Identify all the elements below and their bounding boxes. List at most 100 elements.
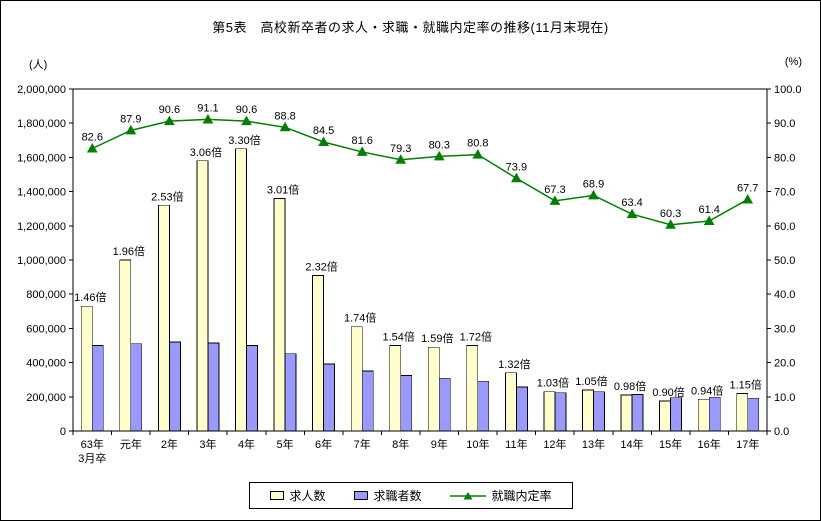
naitei-marker-icon bbox=[125, 124, 137, 135]
bar-kyushoku bbox=[91, 345, 104, 432]
bar-kyujin bbox=[736, 393, 749, 432]
bar-kyujin bbox=[350, 326, 363, 432]
category-label: 6年 bbox=[315, 437, 332, 451]
ratio-label: 1.32倍 bbox=[498, 357, 530, 371]
bar-kyujin bbox=[80, 305, 93, 432]
rate-label: 61.4 bbox=[698, 204, 719, 216]
naitei-marker-icon bbox=[511, 172, 522, 183]
rate-label: 88.8 bbox=[274, 110, 295, 122]
naitei-marker-icon bbox=[742, 193, 754, 204]
right-axis-tick-label: 10.0 bbox=[774, 392, 795, 404]
category-label: 5年 bbox=[276, 437, 293, 451]
right-axis-tick-label: 30.0 bbox=[774, 323, 795, 335]
rate-label: 82.6 bbox=[82, 132, 103, 144]
ratio-label: 0.90倍 bbox=[652, 385, 684, 399]
bar-kyushoku bbox=[323, 363, 335, 432]
left-axis-unit-label: (人) bbox=[29, 59, 48, 71]
naitei-marker-icon bbox=[356, 146, 368, 156]
ratio-label: 0.94倍 bbox=[691, 383, 723, 397]
bar-kyujin bbox=[196, 160, 209, 432]
category-label: 7年 bbox=[354, 437, 371, 451]
legend-item-kyushoku: 求職者数 bbox=[353, 487, 422, 504]
bar-kyushoku bbox=[593, 391, 605, 432]
bar-kyujin bbox=[389, 345, 402, 432]
left-axis-tick-label: 1,800,000 bbox=[17, 118, 66, 130]
bar-kyujin bbox=[697, 398, 710, 432]
bar-kyushoku bbox=[554, 392, 567, 432]
chart-legend: 求人数 求職者数 就職内定率 bbox=[248, 482, 573, 509]
bar-kyujin bbox=[505, 372, 517, 432]
right-axis-tick-label: 80.0 bbox=[774, 152, 795, 164]
rate-label: 68.9 bbox=[583, 178, 604, 190]
naitei-marker-icon bbox=[202, 113, 214, 124]
bar-kyujin bbox=[466, 345, 479, 432]
bar-kyujin bbox=[543, 391, 556, 432]
left-axis-tick-label: 1,000,000 bbox=[17, 255, 66, 267]
left-axis-tick-label: 800,000 bbox=[26, 289, 66, 301]
bar-kyujin bbox=[158, 204, 170, 432]
category-label: 15年 bbox=[659, 437, 682, 451]
naitei-marker-icon bbox=[588, 189, 599, 200]
bar-kyushoku bbox=[708, 396, 721, 432]
category-label: 14年 bbox=[620, 437, 643, 451]
naitei-marker-icon bbox=[549, 195, 561, 205]
right-axis-tick-label: 70.0 bbox=[774, 187, 795, 199]
category-label: 11年 bbox=[505, 437, 527, 451]
legend-label-kyushoku: 求職者数 bbox=[373, 489, 422, 503]
right-axis-tick-label: 50.0 bbox=[774, 255, 795, 267]
right-axis-tick-label: 20.0 bbox=[774, 358, 795, 370]
naitei-marker-icon bbox=[318, 136, 329, 147]
rate-label: 80.3 bbox=[429, 139, 450, 151]
category-label: 3年 bbox=[199, 437, 216, 451]
kyushoku-bar-swatch-icon bbox=[353, 491, 368, 500]
ratio-label: 3.01倍 bbox=[267, 182, 299, 196]
bar-kyushoku bbox=[670, 397, 682, 432]
bar-kyushoku bbox=[477, 380, 490, 432]
rate-label: 90.6 bbox=[236, 104, 257, 116]
rate-label: 60.3 bbox=[660, 208, 681, 220]
bar-kyujin bbox=[273, 198, 286, 432]
rate-label: 67.3 bbox=[544, 184, 565, 196]
chart-title: 第5表 高校新卒者の求人・求職・就職内定率の推移(11月末現在) bbox=[212, 20, 609, 35]
category-sub-label: 3月卒 bbox=[78, 451, 106, 465]
left-axis-tick-label: 1,200,000 bbox=[17, 221, 66, 233]
right-axis-tick-label: 40.0 bbox=[774, 289, 795, 301]
category-label: 13年 bbox=[582, 437, 605, 451]
bar-kyujin bbox=[119, 259, 132, 432]
ratio-label: 1.74倍 bbox=[344, 311, 376, 325]
ratio-label: 1.46倍 bbox=[74, 290, 106, 304]
left-axis-tick-label: 600,000 bbox=[26, 323, 66, 335]
naitei-marker-icon bbox=[626, 208, 638, 219]
category-label: 63年 bbox=[81, 437, 104, 451]
bar-kyushoku bbox=[284, 353, 297, 432]
category-label: 9年 bbox=[431, 437, 448, 451]
category-label: 12年 bbox=[543, 437, 566, 451]
ratio-label: 1.54倍 bbox=[383, 330, 415, 344]
bar-kyushoku bbox=[747, 397, 760, 432]
right-axis-tick-label: 90.0 bbox=[774, 118, 795, 130]
category-label: 元年 bbox=[120, 437, 142, 451]
category-label: 4年 bbox=[238, 437, 255, 451]
left-axis-tick-label: 1,400,000 bbox=[17, 187, 66, 199]
right-axis-tick-label: 0.0 bbox=[774, 426, 789, 438]
naitei-marker-icon bbox=[395, 154, 407, 164]
bar-kyujin bbox=[427, 346, 440, 432]
bar-kyushoku bbox=[207, 342, 220, 432]
rate-label: 73.9 bbox=[506, 161, 527, 173]
bar-kyujin bbox=[582, 389, 594, 432]
bar-kyujin bbox=[659, 400, 671, 432]
rate-label: 80.8 bbox=[467, 138, 488, 150]
legend-item-naitei: 就職内定率 bbox=[449, 487, 552, 504]
naitei-marker-icon bbox=[279, 121, 291, 132]
bar-kyushoku bbox=[631, 394, 644, 432]
bar-kyushoku bbox=[400, 375, 413, 432]
naitei-marker-icon bbox=[472, 149, 484, 159]
bar-kyushoku bbox=[516, 386, 528, 432]
left-axis-tick-label: 2,000,000 bbox=[17, 84, 66, 96]
category-label: 17年 bbox=[736, 437, 759, 451]
ratio-label: 2.53倍 bbox=[151, 189, 183, 203]
naitei-markers bbox=[86, 113, 754, 229]
category-label: 8年 bbox=[392, 437, 409, 451]
rate-label: 79.3 bbox=[390, 143, 411, 155]
